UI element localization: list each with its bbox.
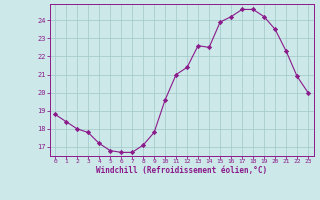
X-axis label: Windchill (Refroidissement éolien,°C): Windchill (Refroidissement éolien,°C) [96,166,267,175]
